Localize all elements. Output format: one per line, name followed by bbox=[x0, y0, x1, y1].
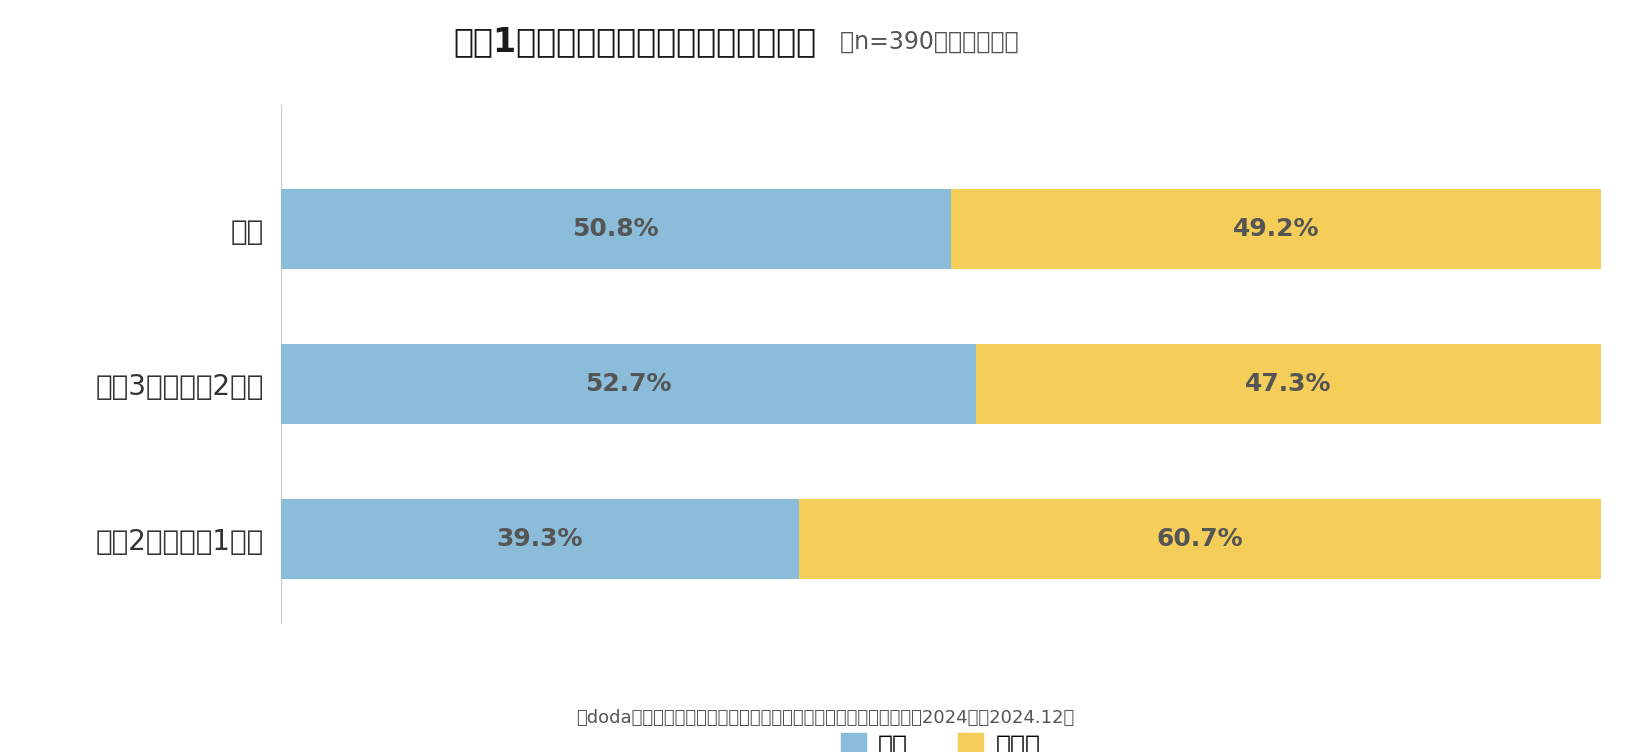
Bar bbox=[280, 189, 950, 269]
Text: 50.8%: 50.8% bbox=[573, 217, 658, 241]
Bar bbox=[799, 499, 1600, 579]
Text: 39.3%: 39.3% bbox=[497, 527, 582, 551]
Text: 52.7%: 52.7% bbox=[586, 372, 672, 396]
Bar bbox=[977, 344, 1600, 424]
Legend: はい, いいえ: はい, いいえ bbox=[830, 723, 1051, 752]
Text: 60.7%: 60.7% bbox=[1157, 527, 1242, 551]
Bar bbox=[280, 344, 977, 424]
Text: 47.3%: 47.3% bbox=[1246, 372, 1332, 396]
Text: 【図1】大学キャリアセンター利用有無: 【図1】大学キャリアセンター利用有無 bbox=[454, 25, 817, 58]
Text: 49.2%: 49.2% bbox=[1233, 217, 1318, 241]
Text: 「dodaキャンパス」「大学キャリアセンター利用実態に関する調査2024」（2024.12）: 「dodaキャンパス」「大学キャリアセンター利用実態に関する調査2024」（20… bbox=[576, 709, 1074, 727]
Bar bbox=[950, 189, 1600, 269]
Text: （n=390／単一回答）: （n=390／単一回答） bbox=[825, 29, 1018, 53]
Bar bbox=[280, 499, 799, 579]
